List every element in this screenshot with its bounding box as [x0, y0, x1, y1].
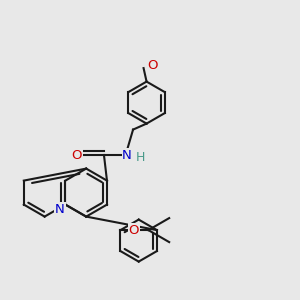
Text: O: O [129, 224, 139, 237]
Text: O: O [147, 58, 158, 72]
Text: O: O [72, 148, 82, 162]
Text: N: N [122, 148, 132, 162]
Text: H: H [135, 151, 145, 164]
Text: N: N [55, 202, 65, 216]
